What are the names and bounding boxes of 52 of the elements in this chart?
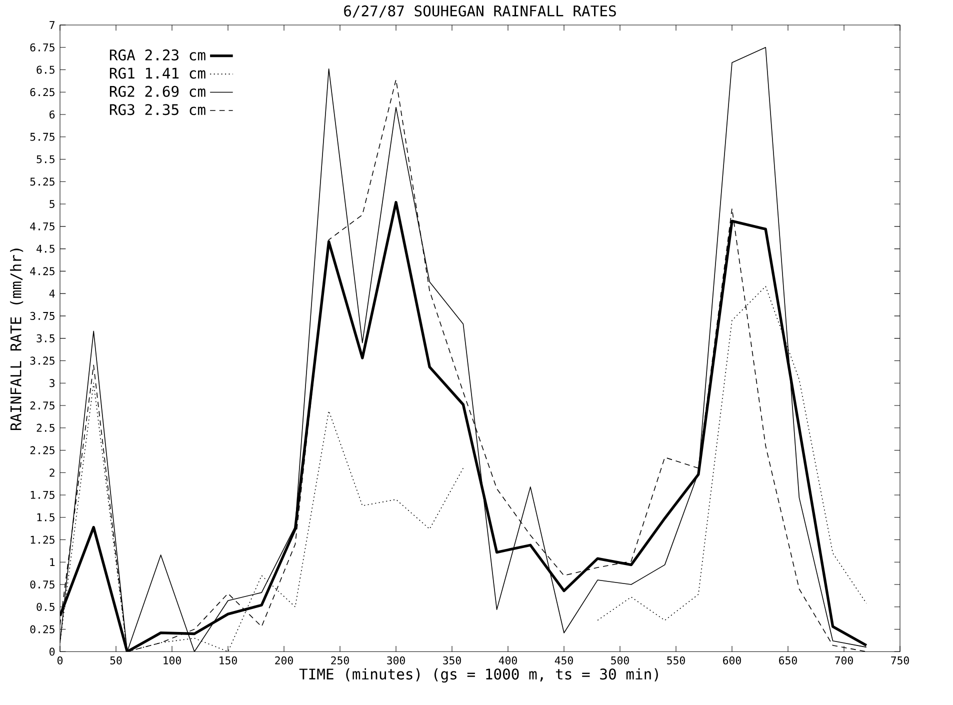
x-tick-label: 450 (554, 656, 573, 664)
y-tick-label: 7 (50, 21, 54, 29)
x-axis-title: TIME (minutes) (gs = 1000 m, ts = 30 min) (299, 668, 658, 683)
legend-label: RG2 2.69 cm (110, 86, 206, 97)
y-tick-label: 1 (50, 558, 55, 566)
x-tick-label: 500 (611, 656, 629, 664)
y-tick-label: 3.75 (30, 312, 54, 320)
x-tick-label: 250 (331, 656, 349, 664)
y-tick-label: 5.25 (30, 178, 54, 186)
x-tick-label: 400 (498, 656, 517, 664)
y-axis-title: RAINFALL RATE (mm/hr) (10, 248, 24, 430)
y-tick-label: 0 (50, 648, 55, 656)
legend-label: RGA 2.23 cm (110, 49, 206, 60)
x-tick-label: 600 (723, 656, 741, 664)
x-tick-label: 150 (220, 656, 237, 664)
y-tick-label: 3 (50, 379, 54, 388)
x-tick-label: 700 (835, 656, 853, 664)
y-tick-label: 3.5 (36, 334, 54, 342)
x-tick-label: 650 (779, 656, 797, 664)
x-tick-label: 350 (443, 656, 461, 664)
x-tick-label: 300 (387, 656, 405, 664)
legend-label: RG3 2.35 cm (110, 104, 206, 116)
x-tick-label: 200 (275, 656, 293, 664)
x-tick-label: 0 (57, 656, 63, 664)
x-tick-label: 100 (164, 656, 181, 664)
y-tick-label: 0.75 (30, 580, 54, 589)
y-tick-label: 4.5 (36, 244, 54, 253)
y-tick-label: 3.25 (30, 356, 54, 365)
y-tick-label: 5.75 (30, 132, 54, 141)
y-tick-label: 6.25 (30, 88, 54, 96)
y-tick-label: 6.75 (30, 43, 54, 52)
y-tick-label: 6 (50, 110, 55, 119)
chart-title: 6/27/87 SOUHEGAN RAINFALL RATES (344, 5, 616, 18)
y-tick-label: 4 (49, 290, 55, 298)
y-tick-label: 1.75 (30, 491, 54, 499)
x-tick-label: 50 (110, 656, 122, 664)
y-tick-label: 1.25 (30, 536, 54, 544)
x-tick-label: 550 (667, 656, 685, 664)
y-tick-label: 2.5 (36, 424, 54, 432)
y-tick-label: 2.75 (30, 401, 54, 410)
y-tick-label: 0.5 (36, 602, 54, 611)
y-tick-label: 1.5 (37, 513, 54, 522)
y-tick-label: 4.75 (30, 222, 54, 230)
y-tick-label: 4.25 (30, 267, 54, 276)
y-tick-label: 5.5 (36, 155, 54, 164)
y-tick-label: 2 (50, 468, 54, 477)
y-tick-label: 6.5 (36, 66, 54, 74)
y-tick-label: 5 (50, 200, 54, 208)
x-tick-label: 750 (891, 656, 909, 664)
legend-label: RG1 1.41 cm (110, 68, 206, 79)
y-tick-label: 0.25 (30, 625, 54, 634)
y-tick-label: 2.25 (30, 446, 54, 454)
